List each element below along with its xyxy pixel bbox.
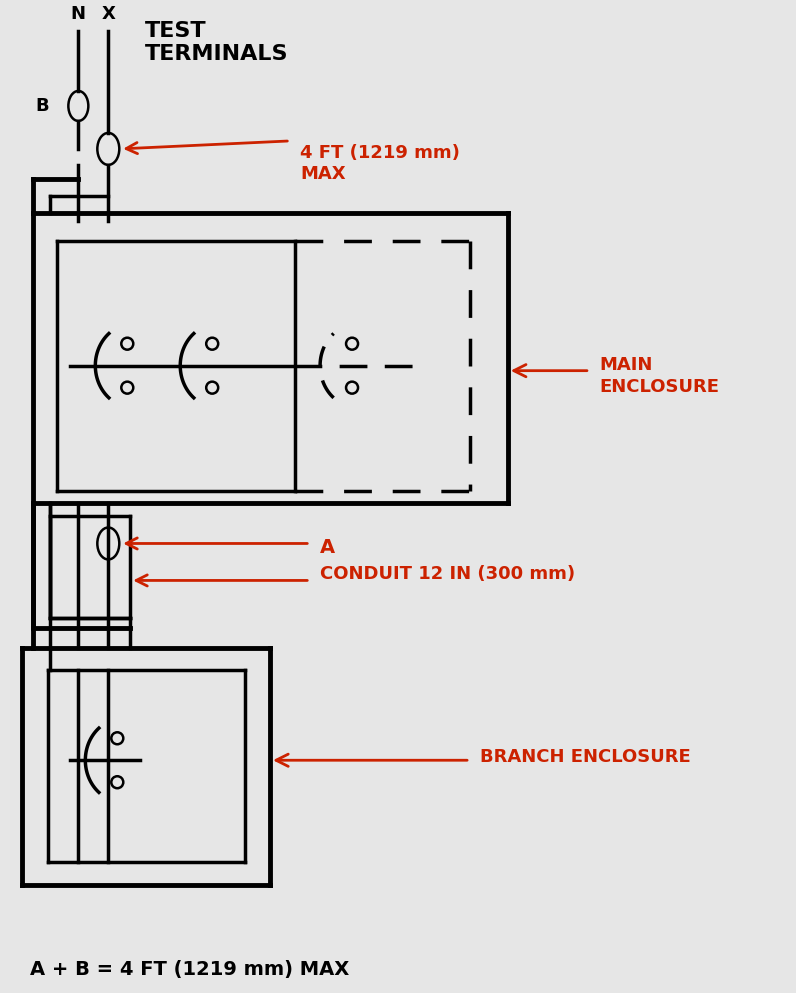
- Text: B: B: [36, 97, 49, 115]
- Text: BRANCH ENCLOSURE: BRANCH ENCLOSURE: [480, 749, 691, 767]
- Text: A: A: [320, 538, 335, 557]
- Text: MAIN
ENCLOSURE: MAIN ENCLOSURE: [599, 355, 720, 396]
- Text: A + B = 4 FT (1219 mm) MAX: A + B = 4 FT (1219 mm) MAX: [30, 960, 349, 979]
- Text: N: N: [71, 5, 86, 23]
- Text: CONDUIT 12 IN (300 mm): CONDUIT 12 IN (300 mm): [320, 565, 576, 584]
- Text: X: X: [101, 5, 115, 23]
- Text: TEST
TERMINALS: TEST TERMINALS: [146, 21, 289, 65]
- Text: 4 FT (1219 mm)
MAX: 4 FT (1219 mm) MAX: [300, 144, 460, 183]
